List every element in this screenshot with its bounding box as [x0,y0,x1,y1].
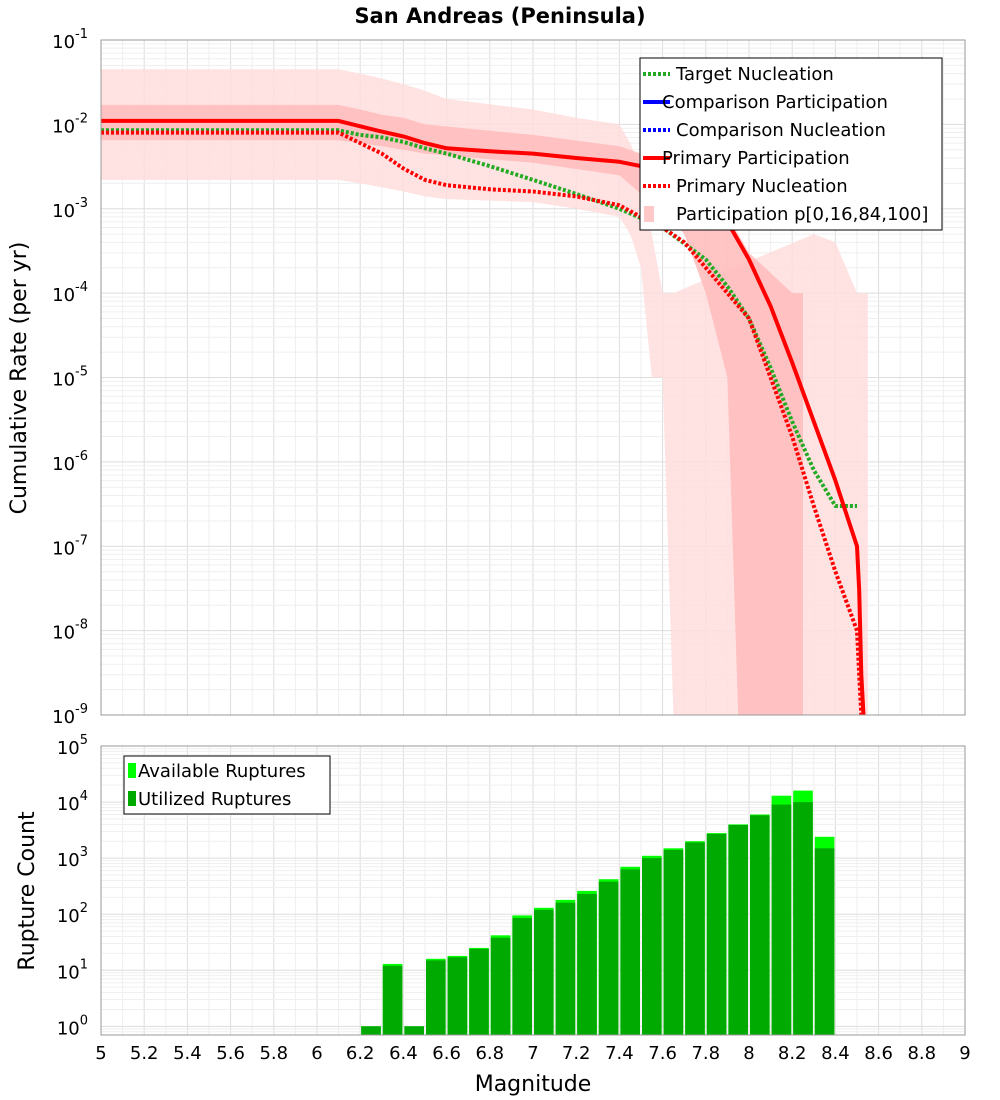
y-tick-label: 102 [57,901,88,927]
legend-label: Primary Participation [662,148,850,169]
rate-y-ticks: 10-9 10-8 10-7 10-6 10-5 10-4 10-3 10-2 10-1 [52,27,88,728]
bar-utilized-ruptures [728,825,748,1035]
x-tick-label: 7.4 [605,1043,634,1064]
bar-utilized-ruptures [750,815,770,1035]
bar-utilized-ruptures [642,858,662,1035]
x-tick-label: 8.6 [864,1043,893,1064]
count-y-axis-label: Rupture Count [15,811,40,971]
bar-utilized-ruptures [426,960,446,1035]
y-tick-label: 10-3 [52,196,88,222]
bar-utilized-ruptures [469,948,489,1035]
x-tick-label: 5.8 [259,1043,288,1064]
y-tick-label: 101 [57,957,88,983]
x-tick-label: 7.8 [691,1043,720,1064]
x-tick-label: 8 [743,1043,754,1064]
x-tick-label: 5 [95,1043,106,1064]
x-tick-label: 5.2 [130,1043,159,1064]
legend-label: Target Nucleation [675,64,834,85]
y-tick-label: 10-2 [52,111,88,137]
x-tick-label: 5.6 [216,1043,245,1064]
x-tick-label: 7 [527,1043,538,1064]
bar-utilized-ruptures [490,937,511,1035]
y-tick-label: 10-5 [52,365,88,391]
legend-label: Comparison Nucleation [676,120,886,141]
rate-legend: Target Nucleation Comparison Participatio… [639,57,943,231]
y-tick-label: 10-4 [52,280,88,306]
x-tick-label: 7.6 [648,1043,677,1064]
legend-swatch [644,206,654,222]
y-tick-label: 100 [57,1013,88,1039]
bar-utilized-ruptures [361,1026,381,1035]
magnitude-x-ticks: 5 5.2 5.4 5.6 5.8 6 6.2 6.4 6.6 6.8 7 7.2 7.4 7.6 7.8 8… [95,1043,970,1064]
x-tick-label: 8.8 [907,1043,936,1064]
legend-label: Primary Nucleation [676,176,848,197]
y-tick-label: 104 [57,789,88,815]
y-tick-label: 10-8 [52,618,88,644]
bar-utilized-ruptures [706,833,727,1035]
x-tick-label: 7.2 [562,1043,591,1064]
legend-box [123,755,331,815]
x-tick-label: 9 [959,1043,970,1064]
legend-box [639,57,943,231]
y-tick-label: 10-6 [52,449,88,475]
x-tick-label: 6.6 [432,1043,461,1064]
bar-utilized-ruptures [620,869,640,1035]
bar-utilized-ruptures [771,804,792,1035]
count-bars [361,790,835,1035]
x-tick-label: 6 [311,1043,322,1064]
y-tick-label: 103 [57,845,88,871]
legend-label: Comparison Participation [662,92,888,113]
bar-utilized-ruptures [577,893,597,1035]
bar-utilized-ruptures [512,918,532,1035]
bar-utilized-ruptures [382,965,403,1035]
bar-utilized-ruptures [793,802,813,1035]
series-primary-nucleation [101,130,864,715]
y-tick-label: 10-9 [52,702,88,728]
x-tick-label: 6.8 [475,1043,504,1064]
bar-utilized-ruptures [534,909,554,1035]
bar-utilized-ruptures [555,902,576,1035]
count-legend: Available Ruptures Utilized Ruptures [123,755,331,815]
chart-title: San Andreas (Peninsula) [354,4,645,28]
count-plot-frame [100,745,966,1036]
x-tick-label: 6.4 [389,1043,418,1064]
x-axis-label: Magnitude [475,1072,592,1097]
legend-label: Participation p[0,16,84,100] [676,204,928,225]
y-tick-label: 105 [57,733,88,759]
participation-bands [101,69,868,715]
x-tick-label: 8.2 [778,1043,807,1064]
x-tick-label: 8.4 [821,1043,850,1064]
bar-utilized-ruptures [598,881,619,1035]
y-tick-label: 10-7 [52,533,88,559]
count-y-ticks: 100 101 102 103 104 105 [57,733,88,1039]
x-tick-label: 5.4 [173,1043,202,1064]
bar-utilized-ruptures [685,842,705,1035]
rate-y-axis-label: Cumulative Rate (per yr) [7,242,32,515]
legend-swatch [128,791,136,806]
x-tick-label: 6.2 [346,1043,375,1064]
legend-label: Available Ruptures [138,761,306,782]
legend-label: Utilized Ruptures [138,789,291,810]
band-p0-p100 [101,69,868,715]
bar-utilized-ruptures [447,957,468,1035]
bar-utilized-ruptures [404,1026,424,1035]
bar-utilized-ruptures [814,848,835,1035]
y-tick-label: 10-1 [52,27,88,53]
bar-utilized-ruptures [663,849,684,1035]
rate-plot-frame [100,39,966,716]
legend-swatch [128,763,136,778]
